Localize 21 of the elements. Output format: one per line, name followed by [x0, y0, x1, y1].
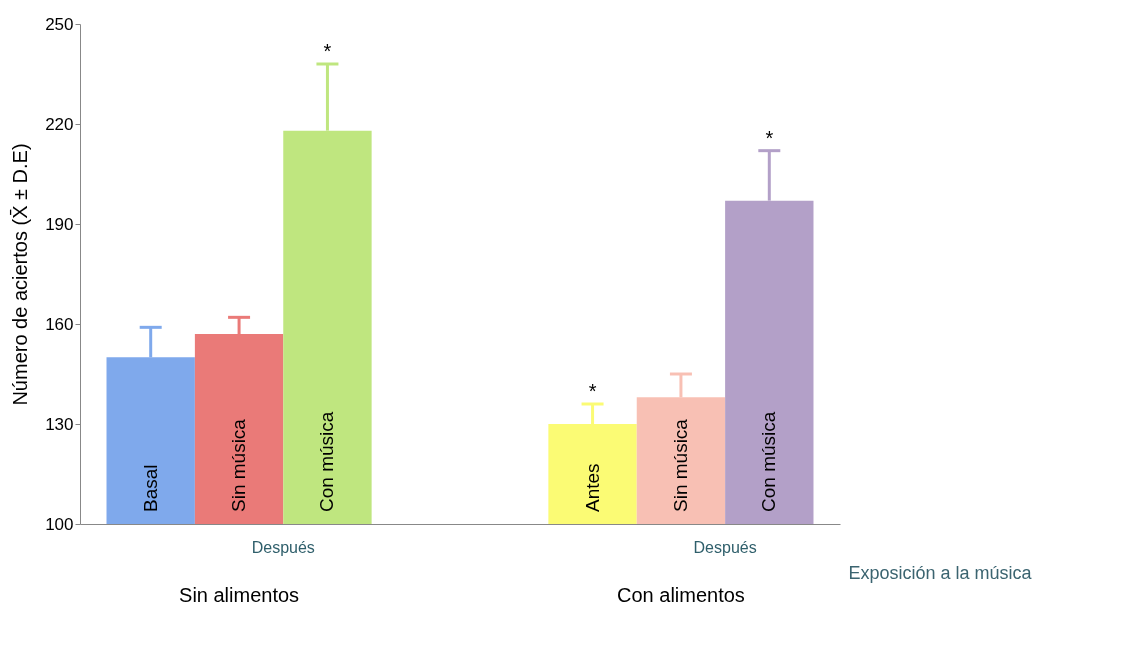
text: Después: [251, 539, 315, 556]
annotation: *: [588, 380, 597, 402]
text: Después: [693, 539, 757, 556]
x-axis-title: Exposición a la música: [848, 562, 1033, 583]
y-tick-label: 250: [45, 14, 74, 34]
text: Con alimentos: [617, 584, 745, 606]
y-tick-label: 220: [45, 114, 74, 134]
y-tick-label: 160: [45, 314, 74, 334]
x-tick-label: Sin música: [669, 418, 691, 512]
x-tick-label: Basal: [139, 464, 161, 512]
text: Sin alimentos: [179, 584, 300, 606]
annotation: *: [765, 126, 774, 149]
y-tick-label: 130: [45, 414, 74, 434]
y-tick-label: 190: [45, 214, 74, 234]
annotation: *: [323, 40, 332, 62]
y-axis-title: Número de aciertos (X̄ ± D.E): [9, 143, 32, 406]
x-tick-label: Con música: [316, 411, 338, 512]
y-tick-label: 100: [45, 514, 74, 534]
x-tick-label: Antes: [581, 463, 603, 512]
x-tick-label: Con música: [758, 411, 780, 512]
x-tick-label: Sin música: [228, 418, 250, 512]
